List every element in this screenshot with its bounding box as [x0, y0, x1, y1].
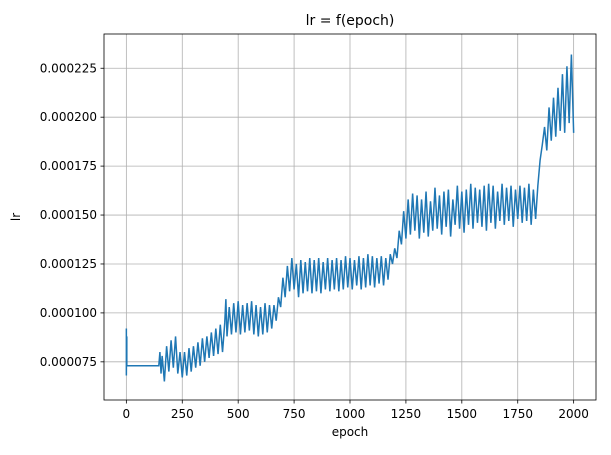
x-tick-label: 500 [227, 407, 250, 421]
x-tick-label: 1750 [502, 407, 533, 421]
grid-lines [104, 34, 596, 400]
y-tick-label: 0.000150 [40, 208, 97, 222]
y-tick-label: 0.000100 [40, 306, 97, 320]
y-axis-title: lr [9, 213, 23, 221]
y-tick-label: 0.000125 [40, 257, 97, 271]
x-tick-label: 1000 [335, 407, 366, 421]
x-tick-label: 250 [171, 407, 194, 421]
x-tick-label: 1500 [447, 407, 478, 421]
x-tick-label: 0 [123, 407, 131, 421]
x-tick-label: 750 [283, 407, 306, 421]
chart-title: lr = f(epoch) [306, 13, 395, 29]
y-tick-label: 0.000225 [40, 61, 97, 75]
x-tick-label: 2000 [558, 407, 589, 421]
series-line [125, 54, 575, 382]
y-tick-label: 0.000075 [40, 355, 97, 369]
plot-area [125, 54, 575, 382]
axis-ticks: 0 250 500 750 1000 1250 1500 1750 2000 0.000075 0.… [40, 61, 589, 421]
y-tick-label: 0.000200 [40, 110, 97, 124]
y-tick-label: 0.000175 [40, 159, 97, 173]
x-axis-title: epoch [332, 425, 369, 439]
x-tick-label: 1250 [391, 407, 422, 421]
